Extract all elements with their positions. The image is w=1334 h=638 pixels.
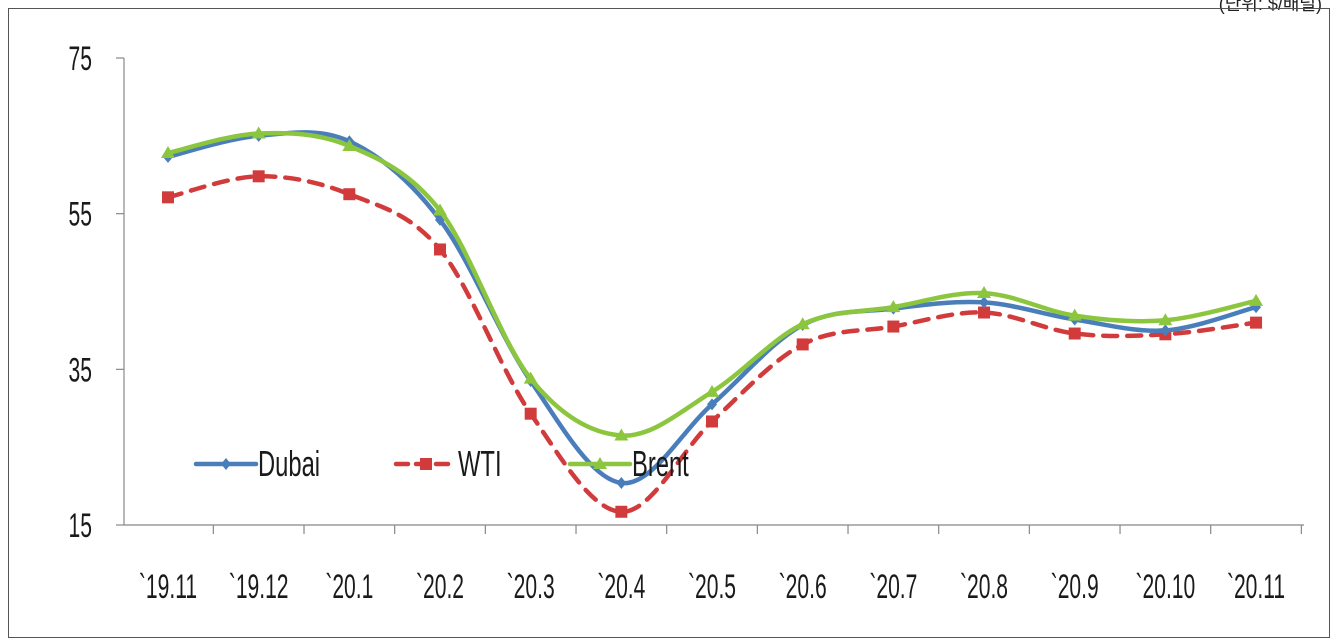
legend-item-dubai: Dubai [193,444,320,484]
series-wti [162,170,1263,518]
legend-item-brent: Brent [567,444,689,484]
x-tick-label: `19.11 [139,567,197,605]
data-point-brent [251,126,266,139]
data-point-wti [615,505,628,518]
data-point-brent [705,384,720,397]
data-point-brent [977,286,992,299]
data-point-wti [978,306,991,319]
x-tick-label: `19.12 [229,567,289,605]
series-dubai [163,129,1262,489]
data-point-wti [252,170,265,183]
series-brent [161,126,1264,441]
legend-marker-dubai [221,458,231,470]
x-tick-label: `20.1 [325,567,373,605]
x-tick-label: `20.9 [1051,567,1099,605]
y-tick-label: 15 [69,506,92,544]
data-point-dubai [1160,324,1171,337]
data-point-dubai [707,398,718,411]
legend-marker-brent [593,457,607,469]
data-point-brent [1249,293,1264,306]
data-point-brent [614,428,629,441]
x-tick-label: `20.7 [869,567,917,605]
series-line-wti [165,174,1259,515]
data-point-brent [1067,308,1082,321]
x-tick-label: `20.5 [688,567,736,605]
data-point-wti [1250,316,1263,329]
legend-label-dubai: Dubai [258,444,320,484]
data-point-brent [523,371,538,384]
y-tick-label: 55 [69,194,92,232]
data-point-wti [887,320,900,333]
x-tick-label: `20.11 [1227,567,1285,605]
data-point-dubai [979,296,990,309]
x-tick-label: `20.2 [416,567,464,605]
legend: Dubai WTI Brent [193,444,689,484]
x-tick-label: `20.3 [507,567,555,605]
data-point-brent [342,138,357,151]
data-point-dubai [616,476,627,489]
data-point-brent [1158,313,1173,326]
series-line-dubai [165,130,1259,486]
y-tick-label: 35 [69,350,92,388]
line-chart: 15 35 55 75 `19.11 `19.12 `20.1 `20.2 `20.3 `20.4… [69,39,1304,605]
x-tick-label: `20.6 [779,567,827,605]
data-point-brent [795,317,810,330]
data-point-wti [162,191,174,204]
data-point-brent [433,203,448,216]
legend-label-wti: WTI [458,444,502,484]
unit-note: (단위: $/배럴) [1218,0,1322,14]
x-tick-label: `20.8 [960,567,1008,605]
x-tick-label: `20.10 [1136,567,1196,605]
legend-marker-wti [420,458,432,470]
data-point-wti [1068,327,1081,340]
legend-item-wti: WTI [393,444,502,484]
x-tick-label: `20.4 [597,567,645,605]
data-point-wti [524,407,537,420]
data-point-brent [161,145,175,158]
legend-label-brent: Brent [632,444,689,484]
y-tick-label: 75 [69,39,92,77]
data-point-wti [343,188,356,201]
data-point-brent [886,300,901,313]
data-point-wti [706,415,719,428]
data-point-wti [434,243,447,256]
data-point-wti [796,338,809,351]
